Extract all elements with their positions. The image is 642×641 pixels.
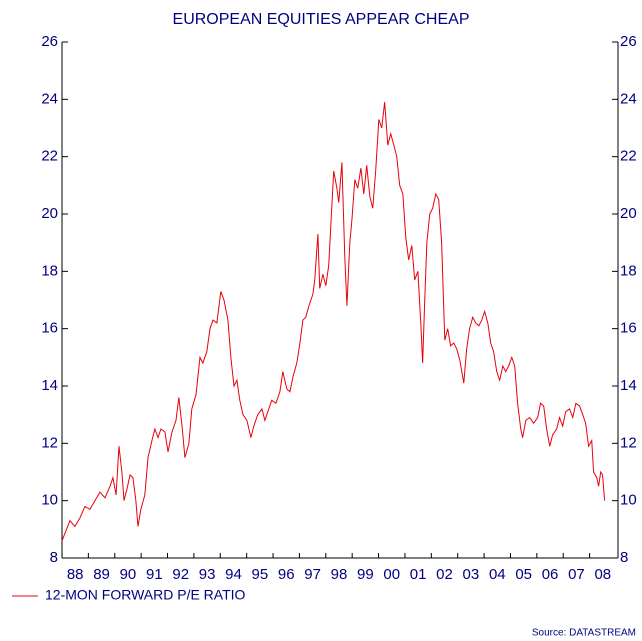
x-tick-label: 88 (67, 566, 84, 583)
y2-tick-label: 10 (620, 492, 637, 509)
x-tick-label: 93 (199, 566, 216, 583)
y-tick-label: 8 (50, 549, 58, 566)
x-tick-label: 89 (93, 566, 110, 583)
x-tick-label: 02 (436, 566, 453, 583)
y-tick-label: 20 (41, 205, 58, 222)
y2-tick-label: 24 (620, 90, 637, 107)
y2-tick-label: 12 (620, 434, 637, 451)
x-tick-label: 05 (515, 566, 532, 583)
y-tick-label: 16 (41, 320, 58, 337)
x-tick-label: 91 (146, 566, 163, 583)
y2-tick-label: 20 (620, 205, 637, 222)
x-tick-label: 03 (463, 566, 480, 583)
chart-title: EUROPEAN EQUITIES APPEAR CHEAP (173, 11, 470, 28)
y2-tick-label: 16 (620, 320, 637, 337)
y2-tick-label: 26 (620, 33, 637, 50)
x-tick-label: 96 (278, 566, 295, 583)
x-tick-label: 92 (172, 566, 189, 583)
source-note: Source: DATASTREAM (532, 628, 636, 639)
y-tick-label: 14 (41, 377, 58, 394)
x-tick-label: 06 (542, 566, 559, 583)
x-tick-label: 95 (252, 566, 269, 583)
x-tick-label: 99 (357, 566, 374, 583)
y-tick-label: 12 (41, 434, 58, 451)
y2-tick-label: 22 (620, 148, 637, 165)
legend-label: 12-MON FORWARD P/E RATIO (45, 587, 246, 603)
y2-tick-label: 18 (620, 262, 637, 279)
x-tick-label: 07 (568, 566, 585, 583)
y-tick-label: 22 (41, 148, 58, 165)
x-tick-label: 00 (383, 566, 400, 583)
x-tick-label: 97 (304, 566, 321, 583)
x-tick-label: 98 (331, 566, 348, 583)
x-tick-label: 08 (594, 566, 611, 583)
y2-tick-label: 8 (620, 549, 628, 566)
x-tick-label: 90 (120, 566, 137, 583)
x-tick-label: 94 (225, 566, 242, 583)
y-tick-label: 26 (41, 33, 58, 50)
y-tick-label: 18 (41, 262, 58, 279)
x-tick-label: 04 (489, 566, 506, 583)
y-tick-label: 10 (41, 492, 58, 509)
data-line (61, 102, 606, 541)
y-tick-label: 24 (41, 90, 58, 107)
y2-tick-label: 14 (620, 377, 637, 394)
x-tick-label: 01 (410, 566, 427, 583)
